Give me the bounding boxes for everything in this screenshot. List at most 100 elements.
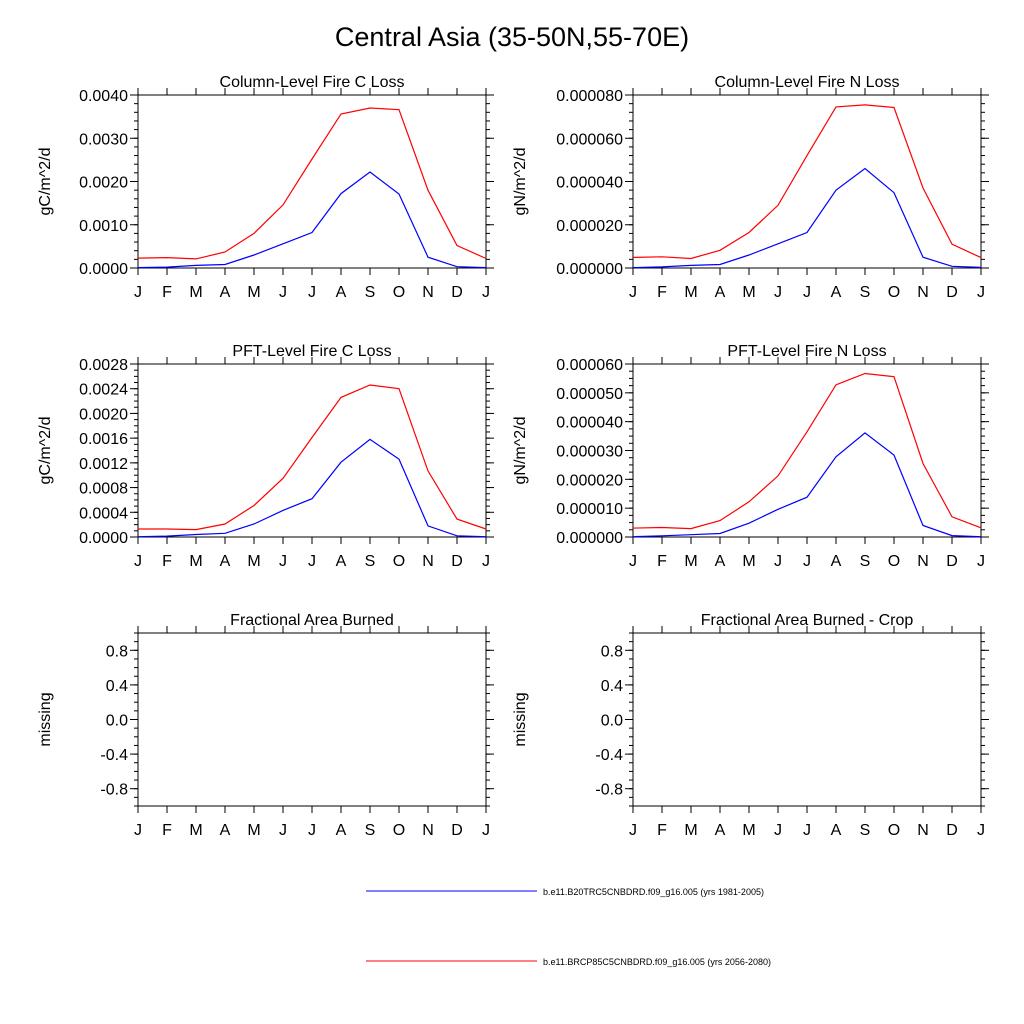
x-tick-label: M (742, 553, 755, 570)
x-tick-label: J (977, 553, 985, 570)
y-tick-label: -0.4 (100, 747, 128, 764)
x-tick-label: O (888, 553, 900, 570)
y-tick-label: -0.8 (595, 782, 623, 799)
y-tick-label: 0.0016 (79, 431, 128, 448)
x-tick-label: J (774, 553, 782, 570)
x-tick-label: N (422, 553, 434, 570)
plot-frame (632, 363, 982, 538)
x-tick-label: J (977, 284, 985, 301)
x-tick-label: F (162, 822, 172, 839)
x-tick-label: S (860, 284, 871, 301)
x-tick-label: A (220, 822, 231, 839)
x-tick-label: J (803, 822, 811, 839)
y-tick-label: 0.4 (106, 678, 128, 695)
x-tick-label: J (482, 822, 490, 839)
x-tick-label: J (134, 553, 142, 570)
x-tick-label: A (220, 284, 231, 301)
series-line (137, 107, 487, 260)
legend-entry-1: b.e11.B20TRC5CNBDRD.f09_g16.005 (yrs 198… (366, 887, 764, 897)
x-tick-label: O (393, 284, 405, 301)
y-axis-label: missing (512, 692, 529, 746)
x-tick-label: J (803, 284, 811, 301)
x-tick-label: O (888, 284, 900, 301)
plot-frame (137, 632, 487, 807)
y-tick-label: 0.000080 (556, 88, 623, 105)
x-tick-label: S (860, 553, 871, 570)
x-tick-label: M (684, 284, 697, 301)
x-tick-label: M (247, 553, 260, 570)
x-tick-label: O (888, 822, 900, 839)
panel-title: PFT-Level Fire N Loss (727, 343, 886, 360)
x-tick-label: S (365, 553, 376, 570)
x-tick-label: O (393, 553, 405, 570)
legend-label: b.e11.BRCP85C5CNBDRD.f09_g16.005 (yrs 20… (543, 957, 771, 967)
y-tick-label: 0.0000 (79, 530, 128, 547)
x-tick-label: D (451, 553, 463, 570)
y-tick-label: 0.0008 (79, 481, 128, 498)
x-tick-label: A (831, 822, 842, 839)
y-tick-label: 0.0000 (79, 261, 128, 278)
x-tick-label: N (917, 284, 929, 301)
y-tick-label: 0.000000 (556, 530, 623, 547)
legend-entry-2: b.e11.BRCP85C5CNBDRD.f09_g16.005 (yrs 20… (366, 957, 771, 967)
x-tick-label: J (134, 284, 142, 301)
y-tick-label: 0.0 (106, 713, 128, 730)
panel-title: Column-Level Fire C Loss (220, 74, 405, 91)
series-2 (632, 372, 982, 530)
y-tick-label: 0.0020 (79, 406, 128, 423)
x-tick-label: J (308, 822, 316, 839)
x-tick-label: N (917, 553, 929, 570)
y-tick-label: 0.000060 (556, 131, 623, 148)
x-tick-label: S (365, 284, 376, 301)
x-tick-label: J (629, 822, 637, 839)
y-tick-label: 0.0024 (79, 382, 128, 399)
y-tick-label: 0.0030 (79, 131, 128, 148)
x-tick-label: M (247, 822, 260, 839)
y-tick-label: -0.8 (100, 782, 128, 799)
panel-title: Fractional Area Burned (230, 612, 394, 629)
y-tick-label: 0.000020 (556, 472, 623, 489)
panel-title: Fractional Area Burned - Crop (701, 612, 914, 629)
x-tick-label: F (657, 553, 667, 570)
y-axis-label: missing (37, 692, 54, 746)
series-2 (632, 104, 982, 260)
plot-frame (632, 632, 982, 807)
x-tick-label: J (629, 553, 637, 570)
series-line (138, 384, 487, 531)
x-tick-label: S (365, 822, 376, 839)
x-tick-label: O (393, 822, 405, 839)
series-line (137, 438, 487, 538)
y-tick-label: 0.0 (601, 713, 623, 730)
panel-title: Column-Level Fire N Loss (715, 74, 900, 91)
y-tick-label: 0.000010 (556, 501, 623, 518)
x-tick-label: J (308, 553, 316, 570)
x-tick-label: D (451, 822, 463, 839)
y-tick-label: 0.8 (601, 643, 623, 660)
x-tick-label: J (482, 284, 490, 301)
y-tick-label: 0.000030 (556, 444, 623, 461)
y-tick-label: 0.000040 (556, 175, 623, 192)
series-1 (632, 432, 982, 538)
x-tick-label: J (774, 284, 782, 301)
figure-title: Central Asia (35-50N,55-70E) (334, 22, 690, 52)
x-tick-label: J (629, 284, 637, 301)
y-tick-label: 0.0004 (79, 505, 128, 522)
plot-frame (137, 363, 487, 538)
y-axis-label: gN/m^2/d (512, 148, 529, 216)
x-tick-label: J (482, 553, 490, 570)
x-tick-label: F (657, 822, 667, 839)
x-tick-label: A (336, 822, 347, 839)
x-tick-label: J (279, 822, 287, 839)
x-tick-label: N (917, 822, 929, 839)
x-tick-label: M (247, 284, 260, 301)
x-tick-label: M (189, 553, 202, 570)
series-line (137, 171, 487, 269)
y-tick-label: 0.0010 (79, 218, 128, 235)
